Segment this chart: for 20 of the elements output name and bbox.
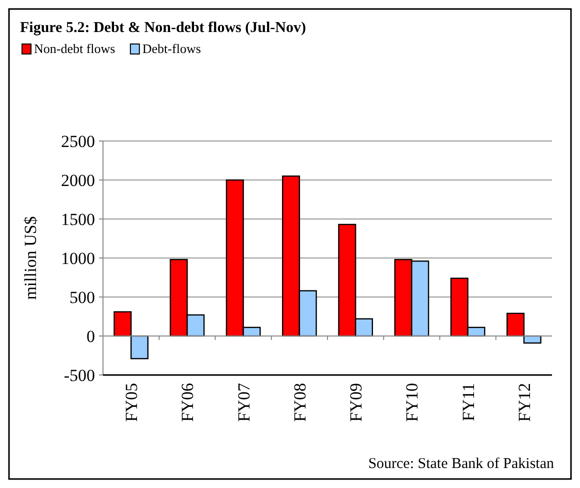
- source-note: Source: State Bank of Pakistan: [368, 456, 554, 472]
- legend-label: Debt-flows: [142, 41, 201, 56]
- x-tick-label: FY08: [290, 383, 310, 422]
- x-tick-label: FY12: [514, 383, 534, 422]
- y-tick-label: 500: [70, 288, 95, 307]
- y-tick-label: 2500: [61, 132, 95, 151]
- x-tick-label: FY05: [122, 383, 142, 422]
- y-axis-title: million US$: [21, 216, 40, 300]
- x-tick-label: FY09: [346, 383, 366, 422]
- x-tick-label: FY10: [402, 383, 422, 422]
- y-tick-label: 1500: [61, 210, 95, 229]
- x-tick-label: FY07: [234, 382, 254, 422]
- legend-label: Non-debt flows: [34, 41, 116, 56]
- y-tick-label: 0: [86, 326, 95, 346]
- y-tick-label: -500: [64, 366, 95, 385]
- x-tick-label: FY06: [178, 383, 198, 422]
- x-tick-label: FY11: [458, 383, 478, 422]
- y-tick-label: 1000: [61, 248, 95, 268]
- chart-title: Figure 5.2: Debt & Non-debt flows (Jul-Nov): [20, 20, 306, 36]
- y-tick-label: 2000: [61, 170, 95, 190]
